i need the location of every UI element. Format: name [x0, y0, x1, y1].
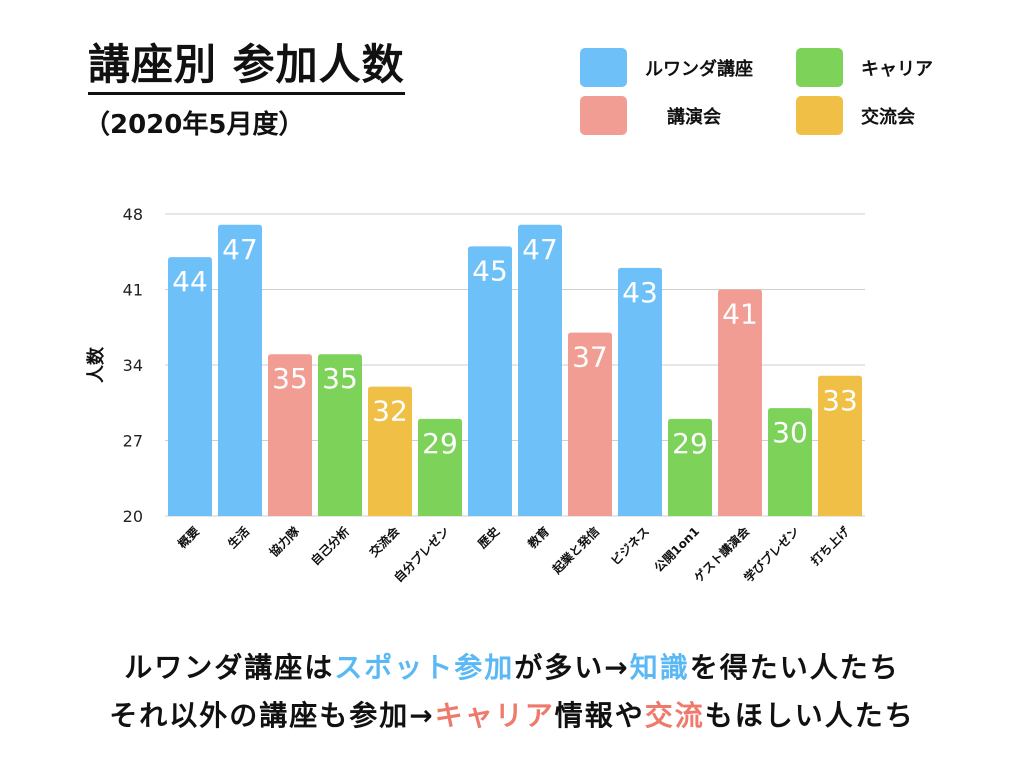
note-1-highlight-spot: スポット参加 — [334, 651, 515, 684]
legend-item-rwanda: ルワンダ講座 — [580, 48, 753, 87]
bar-value-label-学びプレゼン: 30 — [772, 416, 808, 449]
bar-公開1on1 — [668, 418, 712, 516]
bar-value-label-交流会: 32 — [372, 395, 408, 428]
bar-value-label-自分プレゼン: 29 — [422, 427, 458, 460]
note-2-part-e: もほしい人たち — [704, 699, 915, 732]
legend-label-career: キャリア — [861, 58, 933, 80]
bar-value-label-打ち上げ: 33 — [822, 384, 858, 417]
legend-item-social: 交流会 — [796, 96, 915, 135]
x-tick-label-自己分析: 自己分析 — [308, 524, 353, 569]
x-tick-label-ビジネス: ビジネス — [608, 524, 653, 569]
note-1-part-a: ルワンダ講座は — [124, 651, 335, 684]
y-tick-label-27: 27 — [123, 432, 143, 451]
y-tick-label-41: 41 — [123, 281, 143, 300]
bar-value-label-歴史: 45 — [472, 254, 508, 287]
bar-交流会 — [368, 386, 412, 516]
x-tick-label-歴史: 歴史 — [475, 523, 503, 551]
legend-item-lecture: 講演会 — [580, 96, 721, 135]
bar-打ち上げ — [818, 375, 862, 516]
bar-教育 — [518, 224, 562, 517]
y-tick-label-20: 20 — [123, 507, 143, 526]
chart-title: 講座別 参加人数 — [88, 38, 405, 95]
x-tick-label-協力隊: 協力隊 — [266, 523, 303, 560]
y-tick-label-48: 48 — [123, 205, 143, 224]
bar-value-label-概要: 44 — [172, 265, 208, 298]
x-tick-label-教育: 教育 — [524, 524, 552, 552]
bar-ゲスト講演会 — [718, 289, 762, 516]
x-tick-label-交流会: 交流会 — [366, 523, 403, 560]
note-2-part-c: 情報や — [554, 699, 645, 732]
bar-value-label-起業と発信: 37 — [572, 341, 608, 374]
bar-歴史 — [468, 246, 512, 516]
bar-学びプレゼン — [768, 408, 812, 516]
chart-subtitle: （2020年5月度） — [84, 110, 305, 140]
bar-value-label-教育: 47 — [522, 233, 558, 266]
note-line-1: ルワンダ講座はスポット参加が多い→知識を得たい人たち — [0, 646, 1024, 686]
bar-協力隊 — [268, 354, 312, 516]
bar-chart: 2027344148人数44概要47生活35協力隊35自己分析32交流会29自分… — [85, 205, 865, 585]
note-1-highlight-knowledge: 知識 — [629, 651, 690, 684]
note-2-highlight-social: 交流 — [644, 699, 705, 732]
legend-label-social: 交流会 — [861, 106, 915, 128]
bar-value-label-公開1on1: 29 — [672, 427, 708, 460]
note-line-2: それ以外の講座も参加→キャリア情報や交流もほしい人たち — [0, 694, 1024, 734]
bar-概要 — [168, 257, 212, 516]
y-tick-label-34: 34 — [123, 356, 143, 375]
bar-value-label-協力隊: 35 — [272, 362, 308, 395]
legend-swatch-rwanda — [580, 48, 627, 87]
legend-swatch-career — [796, 48, 843, 87]
bar-自己分析 — [318, 354, 362, 516]
note-1-part-c: が多い→ — [514, 651, 630, 684]
x-tick-label-公開1on1: 公開1on1 — [652, 524, 703, 575]
note-2-highlight-career: キャリア — [434, 699, 555, 732]
bar-value-label-自己分析: 35 — [322, 362, 358, 395]
bar-value-label-ビジネス: 43 — [622, 276, 658, 309]
legend-item-career: キャリア — [796, 48, 933, 87]
legend-label-rwanda: ルワンダ講座 — [645, 58, 753, 80]
legend-label-lecture: 講演会 — [667, 106, 721, 128]
legend-swatch-lecture — [580, 96, 627, 135]
x-tick-label-打ち上げ: 打ち上げ — [808, 523, 853, 568]
bar-起業と発信 — [568, 332, 612, 516]
note-2-part-a: それ以外の講座も参加→ — [109, 699, 435, 732]
legend-swatch-social — [796, 96, 843, 135]
x-tick-label-起業と発信: 起業と発信 — [548, 524, 602, 578]
bar-value-label-ゲスト講演会: 41 — [722, 298, 758, 331]
x-tick-label-生活: 生活 — [225, 524, 253, 552]
bar-生活 — [218, 224, 262, 517]
x-tick-label-概要: 概要 — [175, 524, 203, 552]
bar-自分プレゼン — [418, 418, 462, 516]
bar-ビジネス — [618, 267, 662, 516]
note-1-part-e: を得たい人たち — [689, 651, 900, 684]
y-axis-label: 人数 — [85, 346, 107, 383]
bar-value-label-生活: 47 — [222, 233, 258, 266]
